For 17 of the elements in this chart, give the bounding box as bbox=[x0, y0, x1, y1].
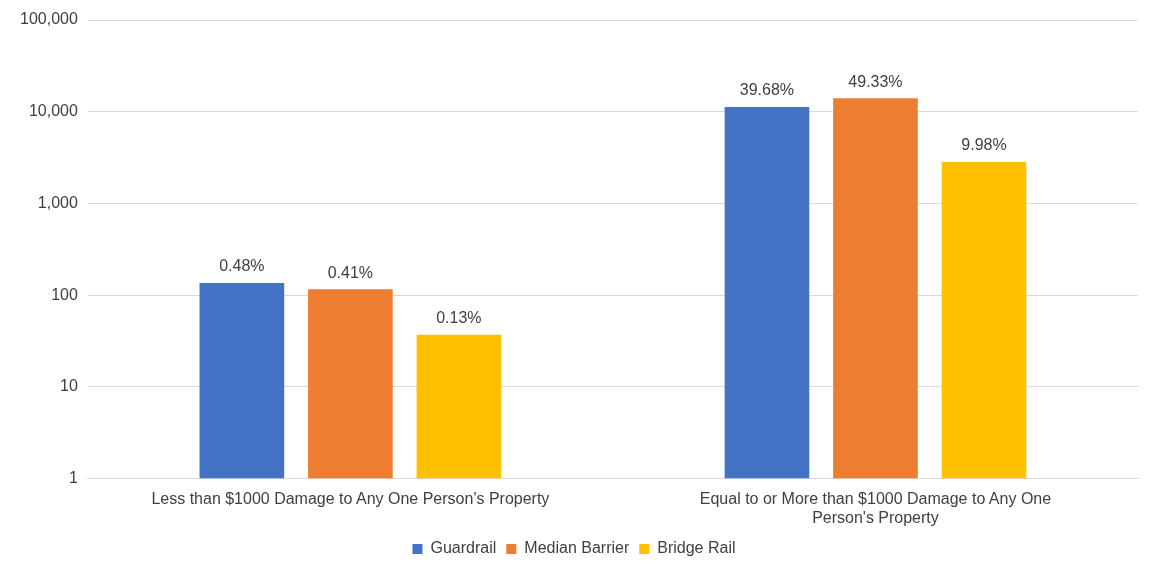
y-tick-label: 10,000 bbox=[28, 102, 78, 120]
annotation: 39.68% bbox=[739, 81, 795, 99]
legend-label: Median Barrier bbox=[524, 539, 630, 557]
annotation: 0.41% bbox=[327, 263, 374, 281]
annotation: 0.48% bbox=[219, 257, 265, 275]
x-tick-label: Equal to or More than $1000 Damage to Any One Person's Property bbox=[699, 489, 1052, 526]
legend-label: Guardrail bbox=[430, 539, 497, 557]
y-tick-label: 1 bbox=[68, 469, 78, 487]
annotation: 9.98% bbox=[961, 136, 1007, 154]
y-tick-label: 1,000 bbox=[37, 193, 78, 211]
y-tick-label: 100,000 bbox=[19, 10, 78, 28]
y-tick-label: 10 bbox=[60, 377, 78, 395]
y-tick-label: 100 bbox=[51, 285, 78, 303]
annotation: 49.33% bbox=[848, 72, 903, 90]
annotation: 0.13% bbox=[436, 309, 482, 327]
x-tick-label: Less than $1000 Damage to Any One Person's Property bbox=[151, 489, 550, 507]
legend-label: Bridge Rail bbox=[657, 539, 736, 557]
